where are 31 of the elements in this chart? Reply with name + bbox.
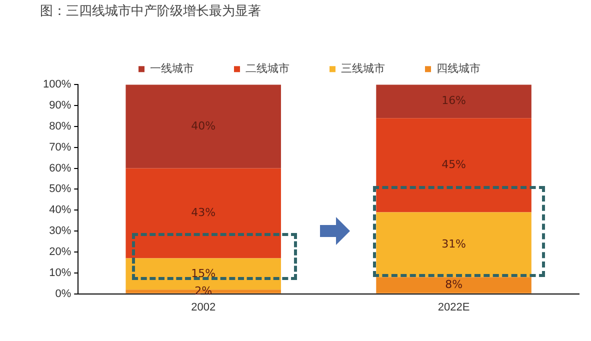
data-label: 15%	[191, 266, 216, 280]
legend-label: 一线城市	[150, 62, 194, 75]
x-tick-label: 2022E	[438, 301, 470, 314]
bar	[376, 277, 532, 294]
y-tick-label: 30%	[49, 225, 72, 238]
legend-label: 四线城市	[436, 62, 480, 75]
y-tick-label: 80%	[49, 120, 72, 132]
data-label: 31%	[442, 237, 466, 250]
legend-label: 三线城市	[341, 62, 385, 75]
y-tick-label: 20%	[49, 246, 72, 258]
x-tick-label: 2002	[191, 301, 216, 314]
data-label: 45%	[442, 158, 466, 171]
y-tick-label: 0%	[55, 288, 72, 300]
bar	[376, 84, 532, 118]
bar	[126, 168, 281, 258]
bar	[376, 118, 532, 212]
chart-title: 图：三四线城市中产阶级增长最为显著	[40, 4, 261, 20]
y-tick-label: 50%	[49, 183, 72, 196]
data-label: 16%	[442, 94, 466, 108]
data-label: 8%	[445, 278, 463, 292]
bar	[376, 212, 532, 278]
y-tick-label: 60%	[49, 162, 72, 174]
legend-label: 二线城市	[246, 62, 290, 75]
y-tick-label: 40%	[49, 204, 72, 216]
y-tick-label: 10%	[49, 266, 72, 279]
data-label: 40%	[191, 119, 216, 132]
y-tick-label: 70%	[49, 141, 72, 154]
data-label: 43%	[191, 206, 216, 220]
y-tick-label: 100%	[42, 78, 72, 91]
bar	[126, 84, 281, 168]
y-tick-label: 90%	[49, 100, 72, 112]
